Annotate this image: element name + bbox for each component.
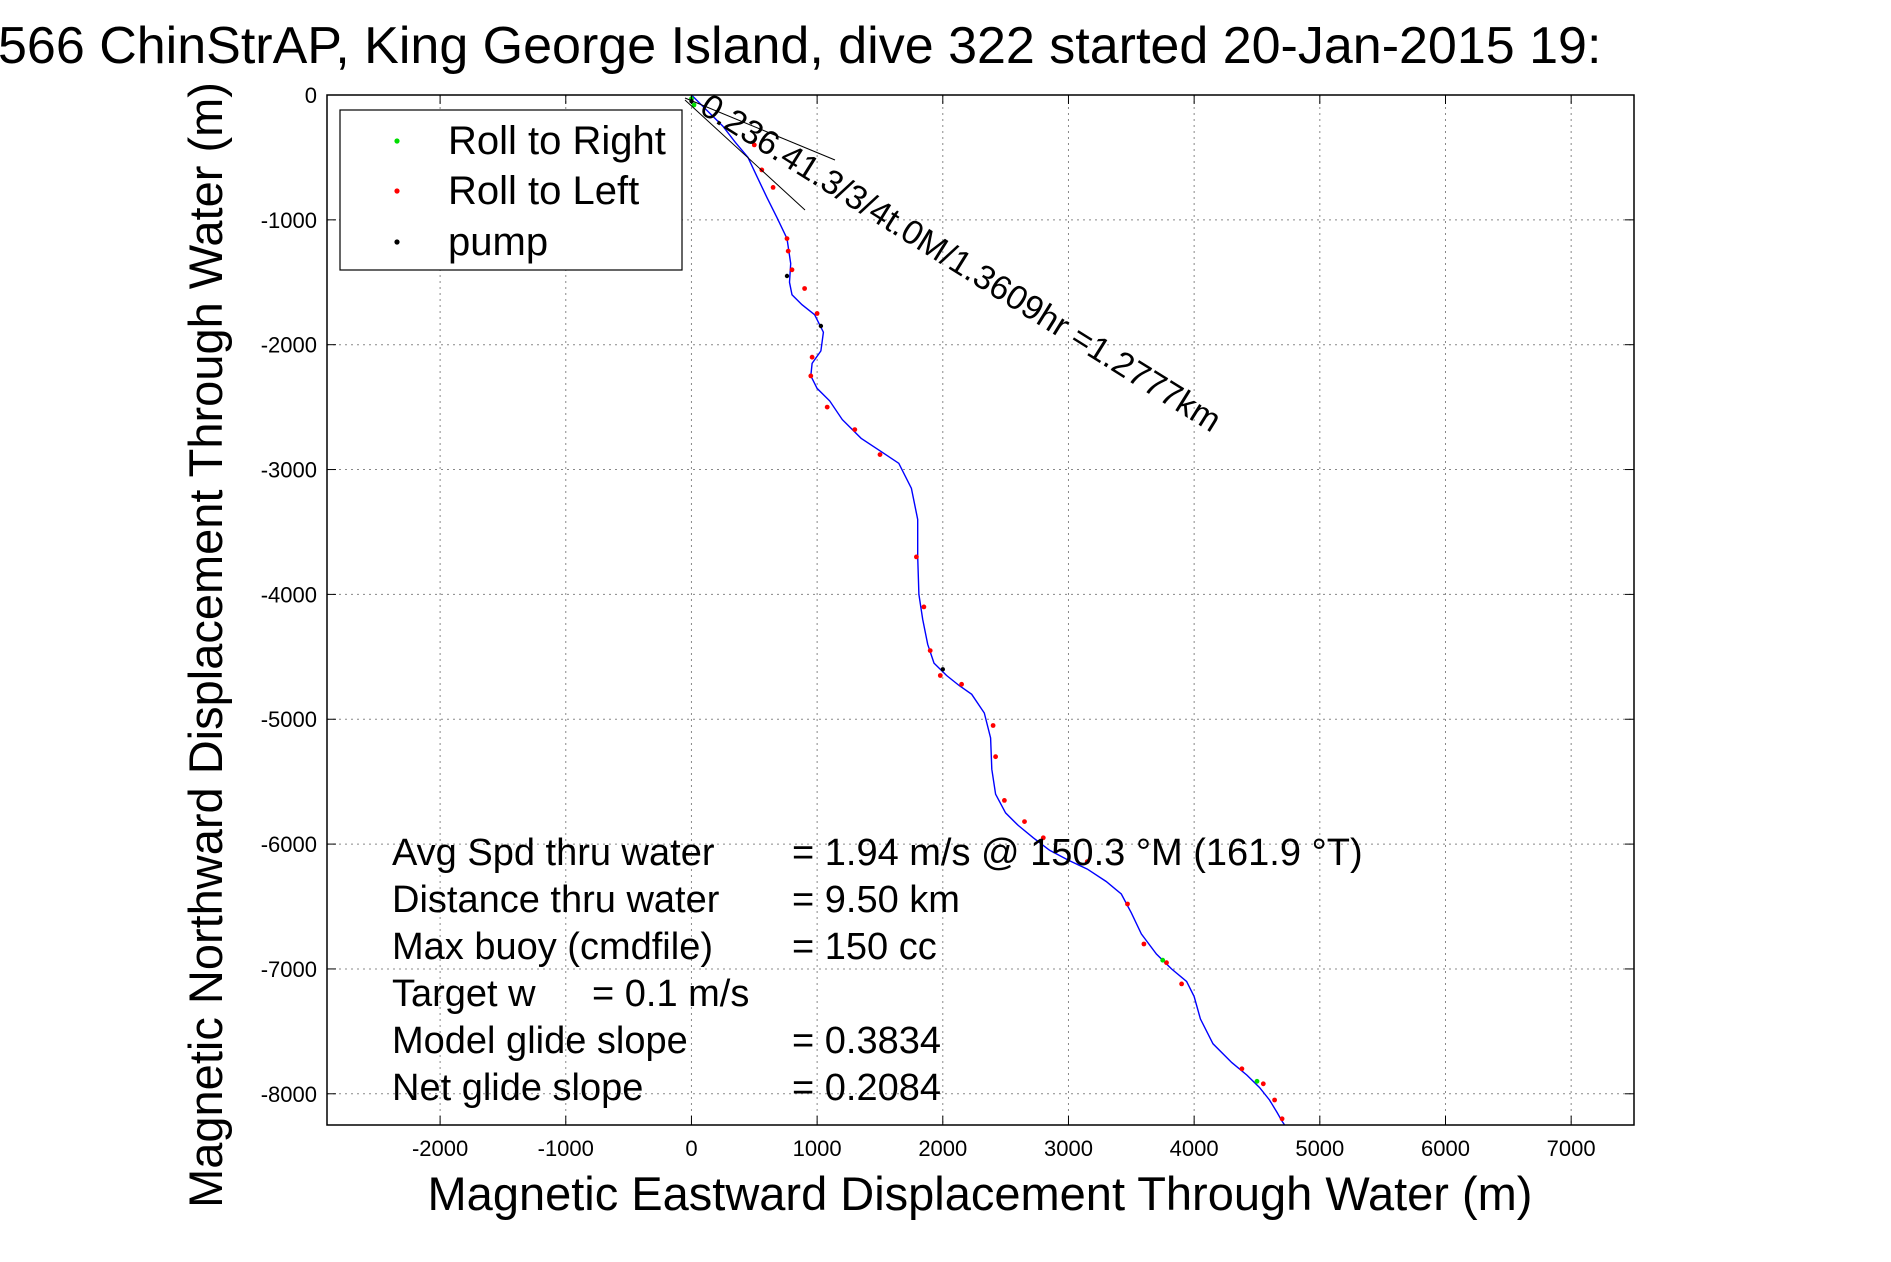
roll-left-point xyxy=(927,648,933,653)
roll-right-point xyxy=(1160,957,1166,963)
roll-left-point xyxy=(993,754,998,760)
roll-left-point xyxy=(808,373,814,379)
stat-avg-speed-label: Avg Spd thru water xyxy=(392,832,715,874)
y-axis-ticks: 0 -1000 -2000 -3000 -4000 -5000 -6000 -7000 -800… xyxy=(261,83,1634,1107)
roll-left-point xyxy=(770,185,776,190)
stat-net-glide-label: Net glide slope xyxy=(392,1067,643,1109)
legend-marker-pump xyxy=(394,239,400,245)
pump-point xyxy=(940,667,945,672)
roll-left-point xyxy=(1002,798,1007,803)
pump-point xyxy=(818,323,824,329)
y-tick-label: -7000 xyxy=(261,957,317,982)
x-tick-label: 3000 xyxy=(1044,1136,1093,1161)
roll-left-point xyxy=(959,681,964,687)
plot-area-frame xyxy=(326,94,1635,1126)
x-tick-label: 5000 xyxy=(1295,1136,1344,1161)
y-tick-label: -3000 xyxy=(261,458,317,483)
roll-left-point xyxy=(937,673,943,678)
stat-max-buoy-value: = 150 cc xyxy=(792,926,937,968)
x-tick-label: 2000 xyxy=(918,1136,967,1161)
y-axis-label: Magnetic Northward Displacement Through … xyxy=(179,82,232,1208)
stat-model-glide-label: Model glide slope xyxy=(392,1020,688,1062)
roll-right-point xyxy=(691,102,697,108)
y-tick-label: -8000 xyxy=(261,1082,317,1107)
heading-line-b xyxy=(684,99,806,211)
grid xyxy=(327,94,1634,1125)
roll-right-point xyxy=(1254,1078,1260,1084)
roll-left-point xyxy=(877,452,883,457)
x-tick-label: -1000 xyxy=(538,1136,594,1161)
stat-target-w-label: Target w xyxy=(392,973,536,1015)
stat-target-w-value: = 0.1 m/s xyxy=(592,973,749,1015)
x-tick-label: 4000 xyxy=(1170,1136,1219,1161)
roll-left-point xyxy=(921,604,927,610)
heading-line-a xyxy=(684,97,836,161)
roll-left-point xyxy=(789,267,795,273)
roll-left-point xyxy=(1279,1116,1285,1122)
roll-left-point xyxy=(990,723,996,728)
roll-left-point xyxy=(809,354,815,360)
x-axis-label: Magnetic Eastward Displacement Through W… xyxy=(428,1167,1533,1220)
x-tick-label: 6000 xyxy=(1421,1136,1470,1161)
x-tick-label: 1000 xyxy=(793,1136,842,1161)
roll-left-point xyxy=(1022,819,1027,824)
legend: Roll to Right Roll to Left pump xyxy=(339,109,683,271)
x-tick-label: -2000 xyxy=(412,1136,468,1161)
stat-net-glide-value: = 0.2084 xyxy=(792,1067,941,1109)
x-tick-label: 7000 xyxy=(1547,1136,1596,1161)
roll-left-point xyxy=(1040,835,1046,841)
legend-label-roll-right: Roll to Right xyxy=(448,119,666,163)
roll-left-point xyxy=(914,554,919,560)
roll-left-point xyxy=(784,236,790,242)
track-markers xyxy=(689,96,1285,1122)
stat-max-buoy-label: Max buoy (cmdfile) xyxy=(392,926,713,968)
roll-left-point xyxy=(1164,960,1169,966)
chart-title: 566 ChinStrAP, King George Island, dive … xyxy=(0,17,1601,75)
y-tick-label: -2000 xyxy=(261,333,317,358)
dive-track-line xyxy=(691,94,1286,1126)
y-tick-label: 0 xyxy=(305,83,317,108)
roll-left-point xyxy=(1260,1081,1266,1087)
y-tick-label: -4000 xyxy=(261,582,317,607)
legend-label-roll-left: Roll to Left xyxy=(448,169,639,213)
legend-marker-roll-right xyxy=(394,138,400,144)
stat-model-glide-value: = 0.3834 xyxy=(792,1020,941,1062)
roll-left-point xyxy=(1272,1097,1277,1103)
y-tick-label: -5000 xyxy=(261,707,317,732)
roll-left-point xyxy=(802,286,807,291)
roll-left-point xyxy=(751,142,757,148)
roll-left-point xyxy=(1084,859,1090,864)
roll-left-point xyxy=(1179,981,1184,987)
legend-label-pump: pump xyxy=(448,220,548,264)
x-axis-ticks: -2000 -1000 0 1000 2000 3000 4000 5000 6000 7000 xyxy=(412,95,1596,1161)
stat-distance-label: Distance thru water xyxy=(392,879,720,921)
roll-left-point xyxy=(852,427,858,432)
stat-distance-value: = 9.50 km xyxy=(792,879,960,921)
roll-left-point xyxy=(824,404,830,410)
roll-left-point xyxy=(1125,901,1130,907)
roll-left-point xyxy=(1141,941,1147,947)
pump-point xyxy=(784,273,790,279)
y-tick-label: -1000 xyxy=(261,208,317,233)
stat-avg-speed-value: = 1.94 m/s @ 150.3 °M (161.9 °T) xyxy=(792,832,1363,874)
dive-stats: Avg Spd thru water = 1.94 m/s @ 150.3 °M… xyxy=(392,832,1363,1109)
y-tick-label: -6000 xyxy=(261,832,317,857)
legend-marker-roll-left xyxy=(394,188,400,194)
roll-left-point xyxy=(1239,1066,1245,1072)
x-tick-label: 0 xyxy=(685,1136,697,1161)
roll-left-point xyxy=(785,248,791,254)
roll-left-point xyxy=(814,311,820,316)
